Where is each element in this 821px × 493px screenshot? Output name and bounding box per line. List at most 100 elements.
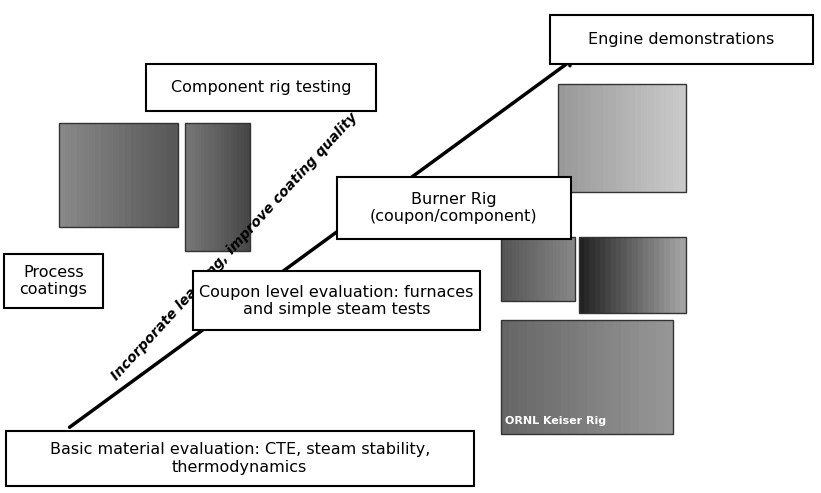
- Bar: [675, 237, 680, 313]
- Bar: [579, 237, 585, 313]
- Bar: [166, 123, 172, 227]
- Bar: [154, 123, 160, 227]
- Bar: [680, 237, 686, 313]
- Text: Component rig testing: Component rig testing: [171, 80, 351, 95]
- FancyBboxPatch shape: [4, 254, 103, 308]
- Bar: [218, 123, 221, 251]
- Bar: [244, 123, 247, 251]
- Bar: [71, 123, 77, 227]
- Bar: [639, 320, 647, 434]
- Bar: [523, 237, 527, 301]
- Bar: [118, 123, 125, 227]
- Bar: [59, 123, 65, 227]
- Bar: [112, 123, 118, 227]
- Bar: [204, 123, 208, 251]
- Text: Coupon level evaluation: furnaces
and simple steam tests: Coupon level evaluation: furnaces and si…: [200, 284, 474, 317]
- Text: Burner Rig
(coupon/component): Burner Rig (coupon/component): [369, 192, 538, 224]
- Bar: [508, 237, 512, 301]
- Bar: [65, 123, 71, 227]
- Bar: [191, 123, 195, 251]
- Bar: [542, 237, 545, 301]
- Bar: [107, 123, 112, 227]
- Bar: [622, 84, 628, 192]
- Bar: [549, 237, 553, 301]
- Bar: [673, 84, 679, 192]
- Bar: [579, 320, 587, 434]
- Bar: [641, 84, 648, 192]
- Bar: [501, 237, 575, 301]
- Bar: [606, 237, 611, 313]
- Bar: [584, 84, 590, 192]
- Bar: [221, 123, 224, 251]
- Bar: [519, 237, 523, 301]
- Bar: [647, 320, 656, 434]
- Bar: [670, 237, 675, 313]
- Bar: [648, 84, 654, 192]
- Bar: [214, 123, 218, 251]
- Bar: [501, 320, 673, 434]
- Bar: [131, 123, 136, 227]
- Bar: [83, 123, 89, 227]
- Text: Incorporate learning, improve coating quality: Incorporate learning, improve coating qu…: [108, 110, 360, 383]
- FancyBboxPatch shape: [193, 271, 480, 330]
- Bar: [631, 320, 639, 434]
- Bar: [600, 237, 606, 313]
- Bar: [562, 320, 570, 434]
- Bar: [538, 237, 542, 301]
- Bar: [185, 123, 188, 251]
- Bar: [527, 320, 535, 434]
- Bar: [660, 84, 667, 192]
- Bar: [654, 237, 659, 313]
- Bar: [571, 237, 575, 301]
- Bar: [621, 237, 627, 313]
- Bar: [234, 123, 237, 251]
- Bar: [237, 123, 241, 251]
- Bar: [160, 123, 166, 227]
- Bar: [590, 84, 597, 192]
- Text: Engine demonstrations: Engine demonstrations: [589, 32, 774, 47]
- Bar: [143, 123, 149, 227]
- Bar: [667, 84, 673, 192]
- Bar: [565, 84, 571, 192]
- Bar: [584, 237, 589, 313]
- Bar: [664, 237, 670, 313]
- Bar: [587, 320, 596, 434]
- Bar: [231, 123, 234, 251]
- Bar: [512, 237, 516, 301]
- Bar: [567, 237, 571, 301]
- Text: ORNL Keiser Rig: ORNL Keiser Rig: [505, 417, 606, 426]
- Bar: [89, 123, 95, 227]
- Bar: [509, 320, 518, 434]
- Bar: [553, 320, 562, 434]
- Bar: [185, 123, 250, 251]
- Text: Process
coatings: Process coatings: [20, 265, 87, 297]
- Bar: [530, 237, 534, 301]
- Bar: [77, 123, 83, 227]
- Bar: [558, 84, 565, 192]
- Bar: [656, 320, 665, 434]
- Bar: [172, 123, 178, 227]
- Bar: [224, 123, 227, 251]
- Bar: [612, 320, 621, 434]
- Bar: [560, 237, 563, 301]
- Bar: [564, 237, 567, 301]
- FancyBboxPatch shape: [550, 15, 813, 64]
- Bar: [596, 320, 604, 434]
- Bar: [535, 320, 544, 434]
- Bar: [544, 320, 553, 434]
- Bar: [95, 123, 101, 227]
- Bar: [59, 123, 178, 227]
- Bar: [211, 123, 214, 251]
- FancyBboxPatch shape: [337, 177, 571, 239]
- Bar: [504, 237, 508, 301]
- Bar: [649, 237, 654, 313]
- Text: Basic material evaluation: CTE, steam stability,
thermodynamics: Basic material evaluation: CTE, steam st…: [49, 442, 430, 475]
- Bar: [501, 237, 504, 301]
- Bar: [632, 237, 638, 313]
- Bar: [553, 237, 557, 301]
- Bar: [558, 84, 686, 192]
- Bar: [665, 320, 673, 434]
- Bar: [594, 237, 600, 313]
- Bar: [198, 123, 201, 251]
- Bar: [635, 84, 641, 192]
